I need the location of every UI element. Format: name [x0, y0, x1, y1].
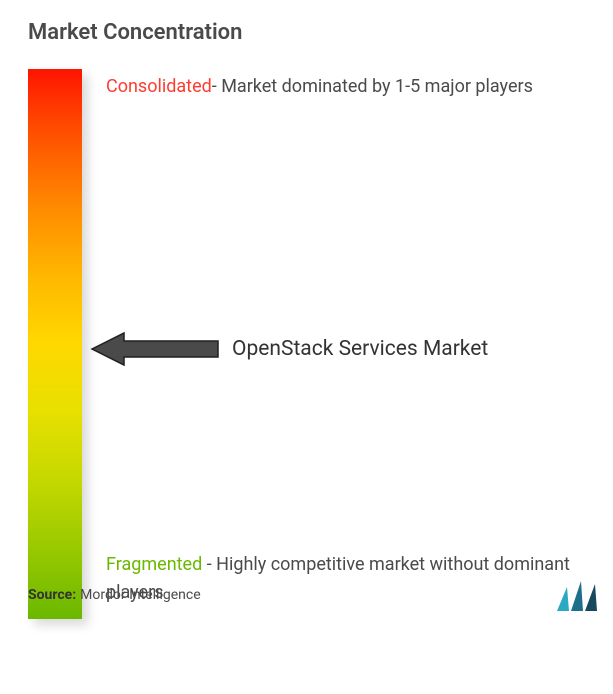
page-title: Market Concentration	[28, 20, 613, 45]
mordor-intelligence-logo-icon	[555, 579, 601, 611]
logo-bar-3	[585, 584, 597, 611]
arrow-left-icon	[90, 329, 220, 369]
source-attribution: Source:Mordor Intelligence	[28, 587, 201, 603]
arrow-shape	[92, 333, 218, 365]
market-name-label: OpenStack Services Market	[232, 337, 488, 361]
fragmented-highlight: Fragmented	[106, 554, 202, 575]
logo-bar-1	[557, 587, 569, 611]
consolidated-label: Consolidated- Market dominated by 1-5 ma…	[106, 73, 533, 101]
consolidated-highlight: Consolidated	[106, 76, 212, 97]
source-value: Mordor Intelligence	[80, 587, 200, 603]
source-label: Source:	[28, 587, 76, 603]
logo-bar-2	[571, 581, 583, 611]
concentration-gradient-bar	[28, 69, 82, 619]
market-position-marker: OpenStack Services Market	[90, 329, 488, 369]
chart-area: Consolidated- Market dominated by 1-5 ma…	[28, 69, 613, 629]
consolidated-description: - Market dominated by 1-5 major players	[212, 76, 533, 97]
